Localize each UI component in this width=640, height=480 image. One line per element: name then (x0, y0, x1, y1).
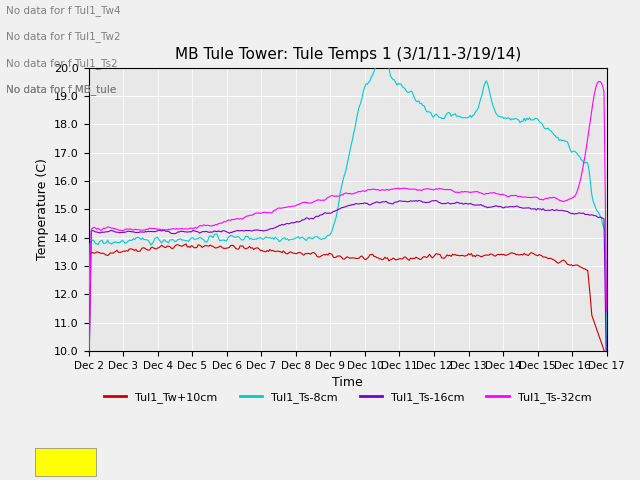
Title: MB Tule Tower: Tule Temps 1 (3/1/11-3/19/14): MB Tule Tower: Tule Temps 1 (3/1/11-3/19… (175, 48, 521, 62)
Text: No data for f MB_tule: No data for f MB_tule (6, 84, 116, 95)
Text: No data for f Tul1_Tw4: No data for f Tul1_Tw4 (6, 5, 121, 16)
Y-axis label: Temperature (C): Temperature (C) (36, 158, 49, 260)
Text: No data for f Tul1_Tw2: No data for f Tul1_Tw2 (6, 31, 121, 42)
Legend: Tul1_Tw+10cm, Tul1_Ts-8cm, Tul1_Ts-16cm, Tul1_Ts-32cm: Tul1_Tw+10cm, Tul1_Ts-8cm, Tul1_Ts-16cm,… (100, 388, 596, 408)
Text: No data for f Tul1_Ts2: No data for f Tul1_Ts2 (6, 58, 118, 69)
X-axis label: Time: Time (332, 376, 363, 389)
Text: No data for f MB_tule: No data for f MB_tule (6, 84, 116, 95)
